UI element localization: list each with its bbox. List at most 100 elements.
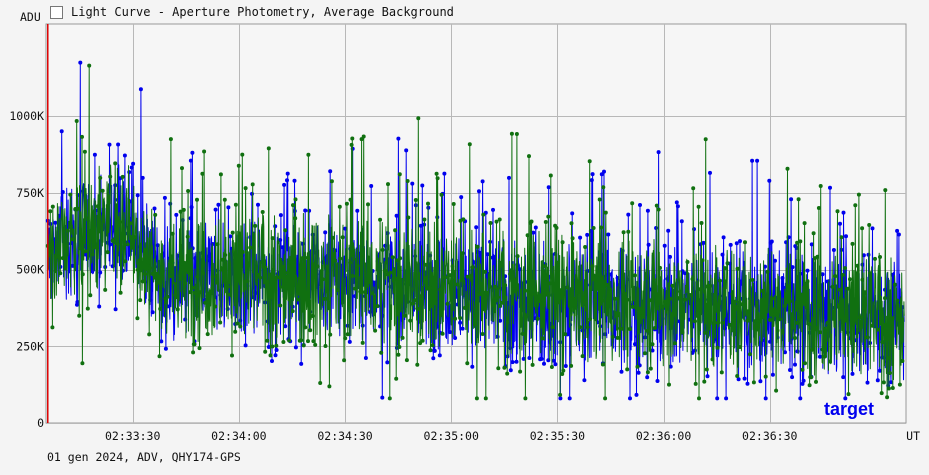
data-point — [625, 367, 630, 372]
data-point — [178, 209, 183, 214]
data-point — [394, 376, 399, 381]
data-point — [520, 331, 525, 336]
data-point — [274, 348, 279, 352]
data-point — [155, 280, 160, 285]
data-point — [394, 213, 399, 218]
data-point — [565, 285, 570, 290]
data-point — [843, 266, 847, 271]
data-point — [790, 317, 795, 322]
data-point — [307, 208, 312, 213]
data-point — [60, 256, 65, 261]
data-point — [53, 220, 58, 225]
data-point — [588, 317, 593, 321]
data-point — [306, 152, 311, 157]
data-point — [723, 326, 727, 331]
data-point — [180, 265, 185, 270]
data-point — [283, 324, 288, 329]
data-point — [708, 283, 712, 288]
data-point — [763, 396, 768, 401]
data-point — [77, 313, 82, 318]
data-point — [830, 284, 835, 289]
data-point — [699, 221, 704, 225]
data-point — [589, 178, 594, 183]
data-point — [890, 316, 895, 321]
data-point — [653, 326, 657, 330]
data-point — [397, 172, 402, 177]
data-point — [569, 363, 574, 368]
data-point — [355, 263, 360, 268]
data-point — [814, 379, 818, 384]
data-point — [263, 349, 268, 354]
data-point — [600, 362, 605, 367]
data-point — [118, 290, 123, 295]
data-point — [508, 272, 513, 276]
data-point — [240, 250, 245, 254]
data-point — [274, 343, 279, 348]
data-point — [188, 216, 193, 221]
data-point — [494, 219, 499, 224]
data-point — [505, 371, 510, 376]
x-tick-label: 02:35:30 — [530, 429, 585, 443]
data-point — [885, 356, 890, 360]
data-point — [683, 297, 687, 302]
data-point — [290, 309, 295, 314]
data-point — [266, 345, 271, 349]
data-point — [191, 350, 196, 355]
data-point — [736, 377, 741, 382]
data-point — [728, 322, 732, 327]
x-tick-label: 02:35:00 — [424, 429, 479, 443]
data-point — [453, 336, 458, 340]
data-point — [193, 256, 198, 261]
data-point — [789, 197, 794, 202]
chart-icon[interactable] — [50, 5, 63, 19]
data-point — [135, 316, 140, 321]
data-point — [138, 298, 143, 303]
data-point — [387, 396, 392, 401]
data-point — [450, 264, 455, 269]
data-point — [815, 254, 820, 259]
data-point — [127, 170, 132, 175]
data-point — [311, 339, 316, 344]
data-point — [228, 234, 233, 239]
data-point — [405, 179, 410, 183]
data-point — [158, 306, 163, 311]
data-point — [168, 137, 173, 142]
data-point — [710, 357, 715, 362]
data-point — [398, 256, 403, 261]
data-point — [299, 338, 304, 343]
data-point — [455, 282, 460, 287]
data-point — [578, 325, 583, 330]
data-point — [150, 310, 155, 315]
data-point — [215, 242, 220, 247]
data-point — [655, 306, 660, 311]
data-point — [303, 208, 308, 213]
x-tick-label: 02:34:00 — [211, 429, 266, 443]
data-point — [292, 178, 297, 183]
data-point — [250, 191, 254, 196]
data-point — [256, 202, 260, 207]
data-point — [738, 345, 742, 349]
data-point — [481, 212, 486, 217]
data-point — [839, 235, 844, 240]
data-point — [740, 302, 745, 307]
data-point — [383, 269, 388, 273]
data-point — [80, 361, 85, 366]
data-point — [841, 210, 846, 215]
data-point — [243, 286, 248, 291]
data-point — [147, 332, 152, 337]
y-tick-label: 500K — [16, 263, 44, 277]
data-point — [278, 303, 283, 308]
data-point — [185, 234, 190, 239]
data-point — [125, 242, 130, 247]
series-points-series-2 — [45, 63, 905, 401]
data-point — [805, 268, 810, 273]
data-point — [78, 246, 83, 251]
data-point — [327, 384, 332, 389]
data-point — [626, 229, 631, 234]
data-point — [366, 202, 370, 207]
data-point — [733, 299, 737, 304]
data-point — [760, 288, 765, 293]
data-point — [478, 250, 483, 255]
data-point — [751, 380, 756, 385]
